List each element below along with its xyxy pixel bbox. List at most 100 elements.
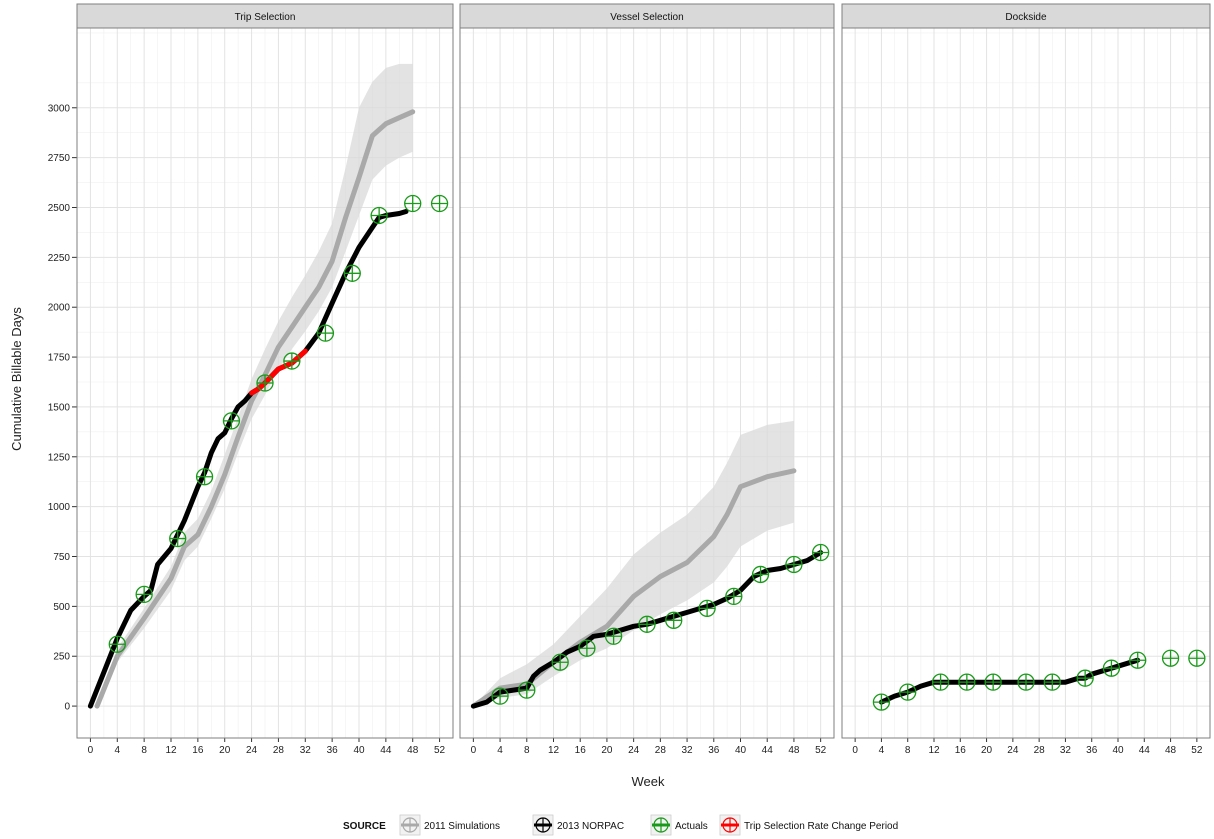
x-tick-label: 16 bbox=[575, 745, 587, 756]
y-tick-label: 3000 bbox=[48, 103, 71, 114]
red-line-crosshair-icon bbox=[721, 817, 739, 833]
x-tick-label: 52 bbox=[815, 745, 827, 756]
actuals-point bbox=[135, 585, 153, 604]
x-tick-label: 4 bbox=[879, 745, 885, 756]
x-tick-label: 36 bbox=[327, 745, 339, 756]
black-line-crosshair-icon bbox=[534, 817, 552, 833]
legend-label: 2013 NORPAC bbox=[557, 821, 624, 832]
y-tick-label: 250 bbox=[53, 652, 70, 663]
x-tick-label: 32 bbox=[1060, 745, 1072, 756]
legend-item: 2013 NORPAC bbox=[532, 814, 624, 836]
panel-strip bbox=[459, 3, 835, 29]
y-tick-label: 750 bbox=[53, 552, 70, 563]
panel-border bbox=[841, 27, 1211, 739]
x-tick-label: 0 bbox=[852, 745, 858, 756]
actuals-point bbox=[316, 324, 335, 342]
actuals-point bbox=[984, 673, 1002, 691]
x-tick-label: 44 bbox=[762, 745, 774, 756]
y-tick-label: 1250 bbox=[48, 452, 71, 463]
y-tick-label: 1000 bbox=[48, 502, 71, 513]
actuals-point bbox=[343, 264, 361, 282]
x-tick-label: 48 bbox=[1165, 745, 1177, 756]
x-axis-title: Week bbox=[632, 774, 665, 789]
actuals-point bbox=[222, 412, 241, 430]
x-tick-label: 8 bbox=[141, 745, 147, 756]
actuals-point bbox=[638, 615, 656, 633]
actuals-point bbox=[370, 206, 388, 225]
x-tick-label: 12 bbox=[165, 745, 177, 756]
legend-label: Trip Selection Rate Change Period bbox=[744, 821, 898, 832]
y-tick-label: 1750 bbox=[48, 353, 71, 364]
x-tick-label: 48 bbox=[788, 745, 800, 756]
y-tick-label: 2500 bbox=[48, 203, 71, 214]
actuals-point bbox=[899, 683, 917, 701]
x-tick-label: 8 bbox=[905, 745, 911, 756]
x-tick-label: 12 bbox=[548, 745, 560, 756]
actuals-point bbox=[108, 635, 126, 653]
x-tick-label: 24 bbox=[246, 745, 258, 756]
x-tick-label: 4 bbox=[115, 745, 121, 756]
panel-border bbox=[76, 27, 454, 739]
legend-item: 2011 Simulations bbox=[399, 814, 500, 836]
actuals-point bbox=[1017, 673, 1035, 691]
panel-strip bbox=[841, 3, 1211, 29]
x-tick-label: 28 bbox=[273, 745, 285, 756]
chart-panels: 0250500750100012501500175020002250250027… bbox=[48, 3, 1211, 756]
panel-title: Dockside bbox=[1005, 12, 1047, 23]
actuals-point bbox=[725, 587, 743, 606]
legend-label: 2011 Simulations bbox=[424, 821, 500, 832]
actuals-point bbox=[1043, 673, 1061, 691]
simulation-band bbox=[473, 420, 794, 707]
panel-border bbox=[459, 27, 835, 739]
legend-item: Actuals bbox=[650, 814, 708, 836]
actuals-point bbox=[751, 565, 770, 584]
legend: SOURCE 2011 Simulations 2013 NORPAC Actuals… bbox=[343, 814, 898, 836]
x-tick-label: 40 bbox=[353, 745, 365, 756]
actuals-point bbox=[518, 681, 536, 699]
actuals-point bbox=[578, 639, 596, 657]
series-2011-simulations bbox=[94, 109, 416, 709]
x-tick-label: 36 bbox=[708, 745, 720, 756]
actuals-point bbox=[1188, 649, 1206, 667]
actuals-point bbox=[404, 194, 422, 213]
x-tick-label: 32 bbox=[682, 745, 694, 756]
actuals-point bbox=[958, 673, 976, 691]
legend-label: Actuals bbox=[675, 821, 708, 832]
x-tick-label: 16 bbox=[955, 745, 967, 756]
y-tick-label: 1500 bbox=[48, 402, 71, 413]
x-tick-label: 16 bbox=[192, 745, 204, 756]
grey-line-crosshair-icon bbox=[401, 817, 419, 833]
actuals-point bbox=[1129, 651, 1147, 669]
actuals-point bbox=[256, 374, 274, 392]
actuals-point bbox=[283, 352, 301, 370]
x-tick-label: 44 bbox=[380, 745, 392, 756]
panel-title: Trip Selection bbox=[235, 12, 296, 23]
x-tick-label: 20 bbox=[601, 745, 613, 756]
actuals-point bbox=[604, 627, 623, 645]
x-tick-label: 24 bbox=[628, 745, 640, 756]
actuals-point bbox=[491, 687, 509, 705]
actuals-point bbox=[665, 611, 683, 629]
x-tick-label: 48 bbox=[407, 745, 419, 756]
actuals-point bbox=[551, 653, 569, 671]
y-tick-label: 500 bbox=[53, 602, 70, 613]
legend-item: Trip Selection Rate Change Period bbox=[719, 814, 898, 836]
actuals-point bbox=[811, 543, 830, 562]
y-tick-label: 2750 bbox=[48, 153, 71, 164]
x-tick-label: 32 bbox=[300, 745, 312, 756]
x-tick-label: 52 bbox=[434, 745, 446, 756]
x-tick-label: 28 bbox=[655, 745, 667, 756]
actuals-point bbox=[872, 693, 891, 711]
actuals-point bbox=[169, 529, 187, 548]
actuals-point bbox=[1076, 669, 1094, 687]
actuals-point bbox=[931, 673, 950, 691]
actuals-point bbox=[785, 555, 803, 574]
actuals-point bbox=[698, 599, 716, 618]
actuals-point bbox=[1102, 659, 1121, 677]
y-tick-label: 0 bbox=[64, 702, 70, 713]
x-tick-label: 40 bbox=[1112, 745, 1124, 756]
x-tick-label: 24 bbox=[1007, 745, 1019, 756]
